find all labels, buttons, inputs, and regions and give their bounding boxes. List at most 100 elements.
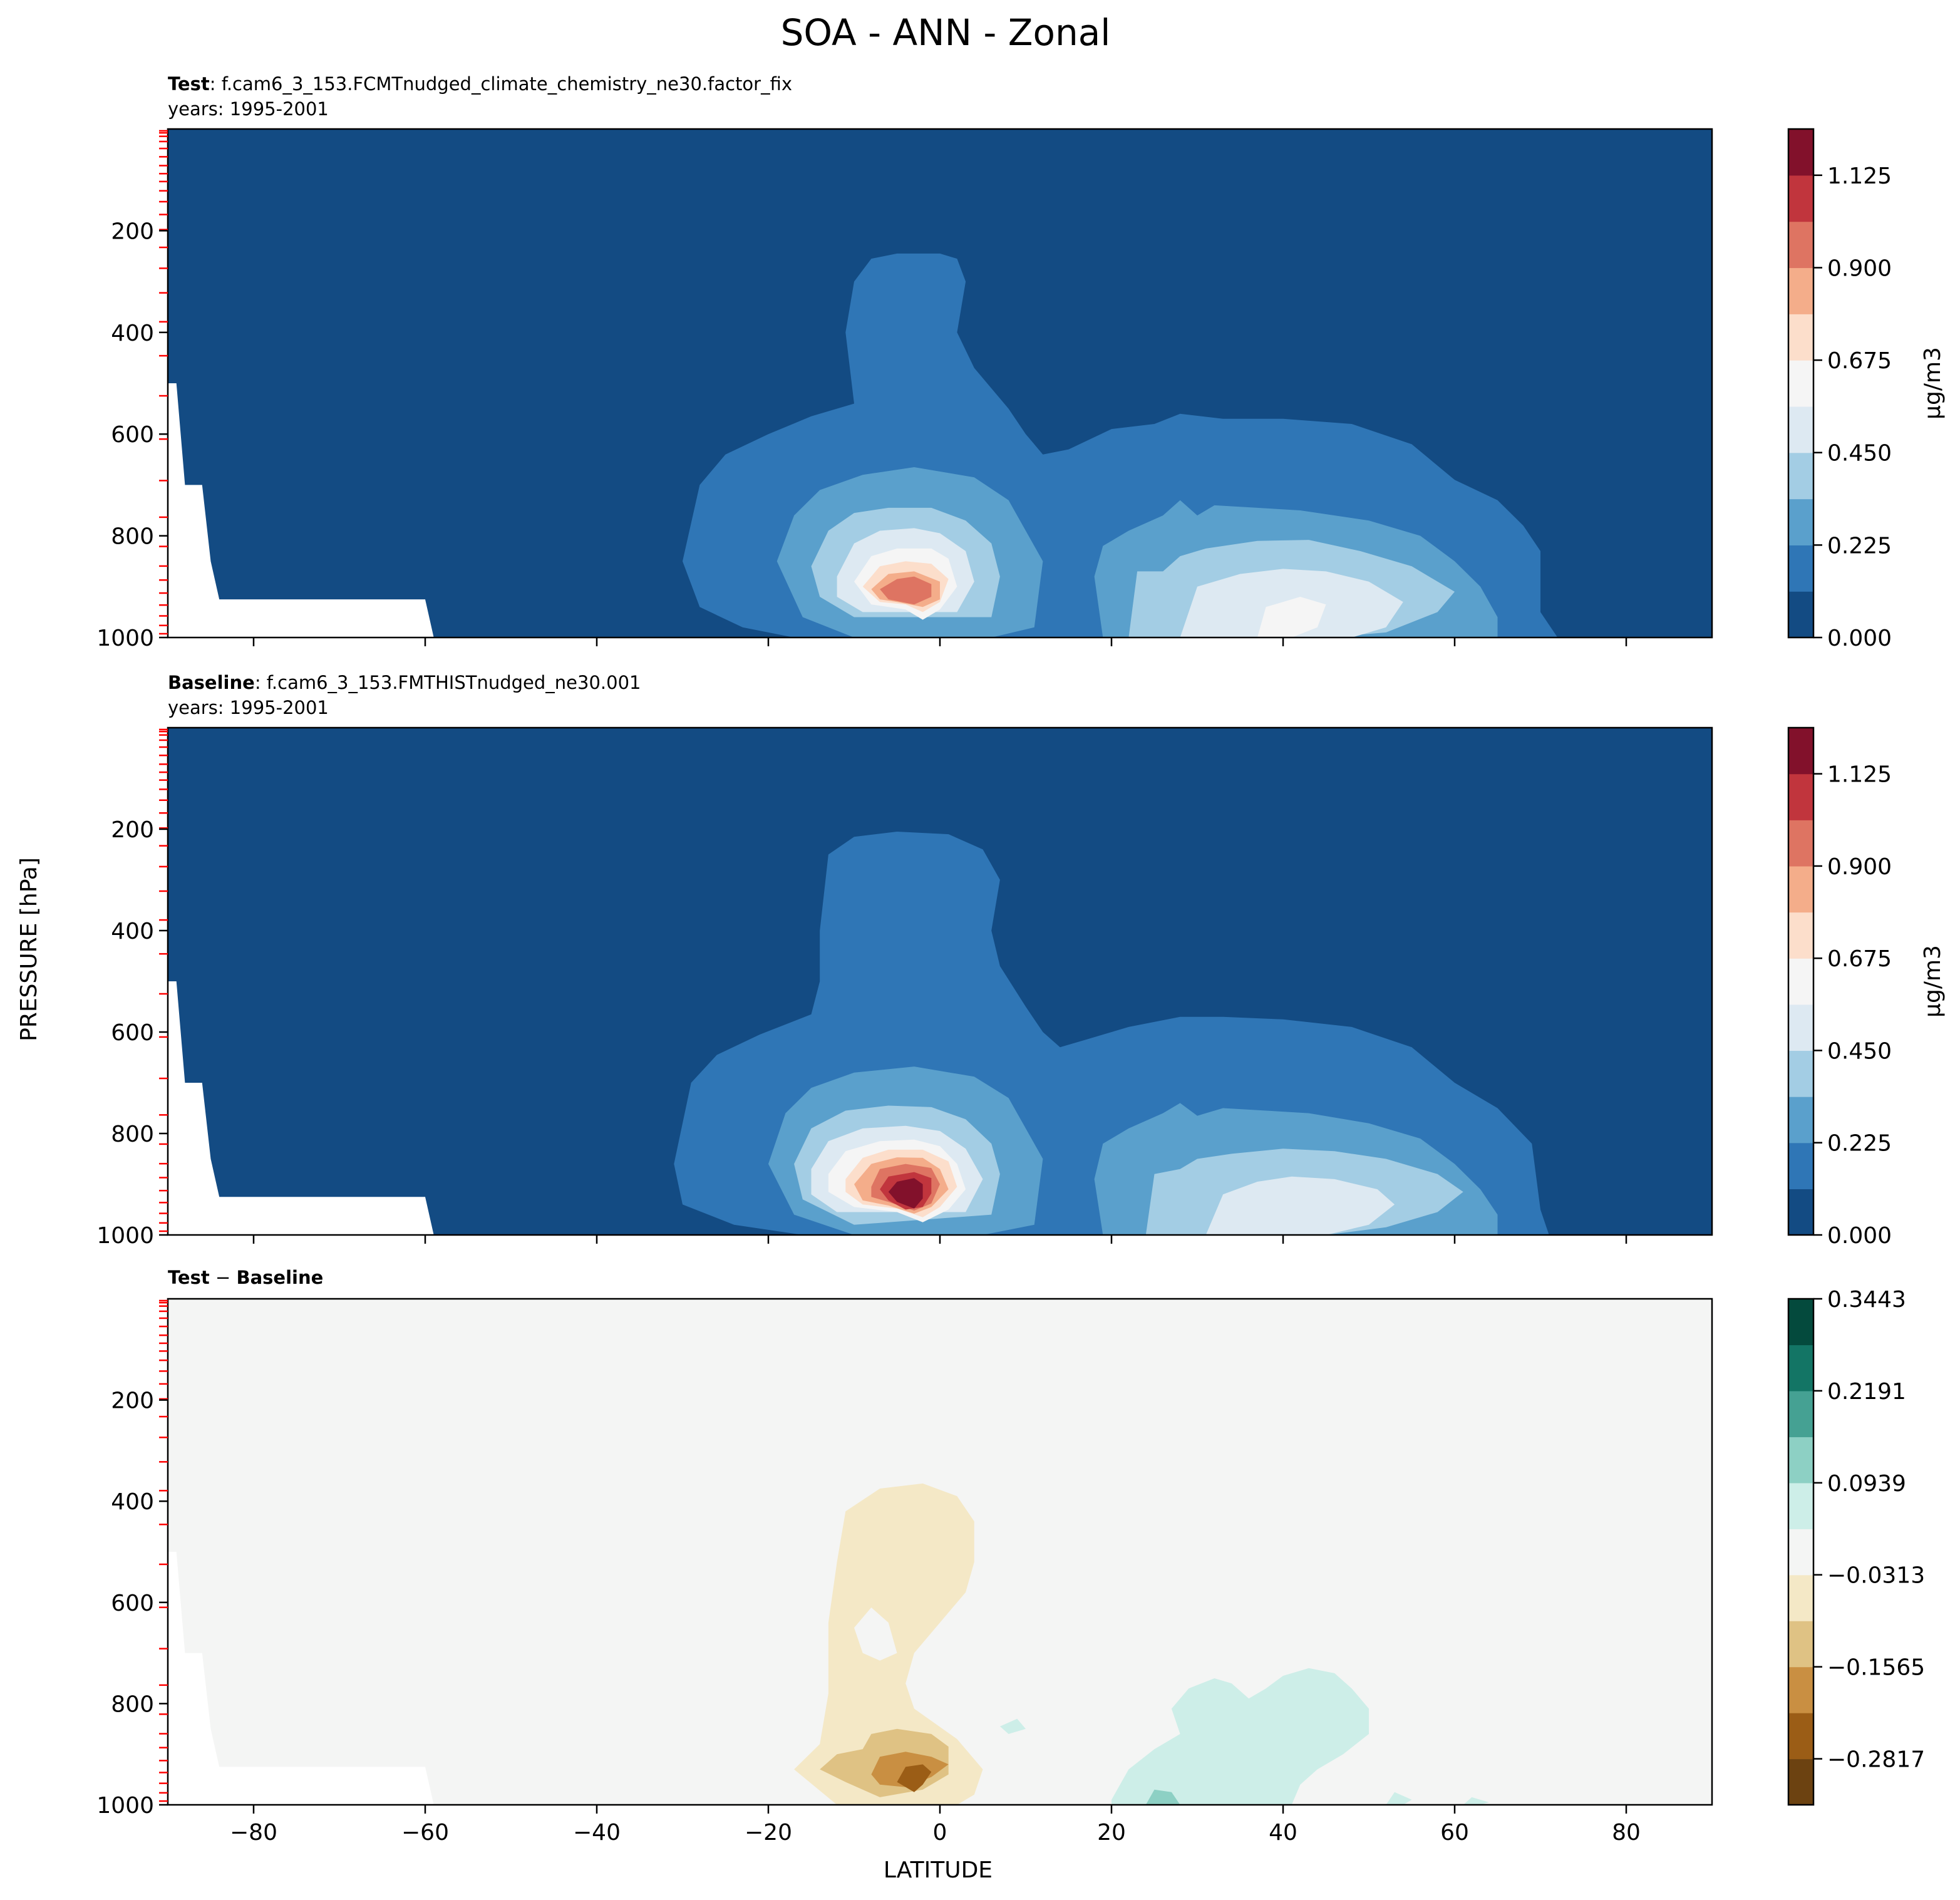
colorbar-tick-label: −0.2817 xyxy=(1827,1747,1925,1773)
x-tick-label: 80 xyxy=(1612,1820,1641,1846)
colorbar-segment xyxy=(1788,221,1813,269)
contour-region-12 xyxy=(888,1178,923,1209)
contour-region-6 xyxy=(1205,1176,1395,1235)
colorbar-segment xyxy=(1788,1097,1813,1144)
colorbar-tick-label: 1.125 xyxy=(1827,762,1892,788)
colorbar-segment xyxy=(1788,1621,1813,1668)
colorbar-label: μg/m3 xyxy=(1920,945,1946,1018)
y-tick-label: 200 xyxy=(111,219,154,244)
colorbar-segment xyxy=(1788,267,1813,314)
colorbar-tick-label: −0.1565 xyxy=(1827,1655,1925,1681)
colorbar-label: μg/m3 xyxy=(1920,347,1946,420)
x-tick-label: 40 xyxy=(1269,1820,1297,1846)
colorbar-segment xyxy=(1788,452,1813,500)
colorbar-segment xyxy=(1788,406,1813,453)
colorbar-segment xyxy=(1788,1345,1813,1391)
x-tick-label: 20 xyxy=(1097,1820,1126,1846)
x-tick-label: −20 xyxy=(745,1820,792,1846)
contour-region-8 xyxy=(1145,1789,1180,1805)
contour-region-11 xyxy=(880,576,932,605)
y-axis-label: PRESSURE [hPa] xyxy=(16,857,42,1041)
colorbar-tick-label: 0.675 xyxy=(1827,348,1892,374)
y-tick-label: 600 xyxy=(111,422,154,448)
panel-title-bold-2: Baseline xyxy=(236,1267,323,1288)
colorbar-segment xyxy=(1788,314,1813,361)
panel-baseline: Baseline: f.cam6_3_153.FMTHISTnudged_ne3… xyxy=(96,672,1946,1249)
masked-region xyxy=(168,129,434,638)
y-tick-label: 1000 xyxy=(96,1223,154,1249)
panel-subtitle: years: 1995-2001 xyxy=(168,98,329,120)
colorbar-frame xyxy=(1787,1298,1815,1806)
colorbar-segment xyxy=(1788,1482,1813,1529)
colorbar-frame xyxy=(1787,726,1815,1236)
colorbar-tick-label: 0.0939 xyxy=(1827,1471,1906,1497)
y-tick-label: 600 xyxy=(111,1591,154,1616)
panel-title-bold: Test xyxy=(168,1267,210,1288)
y-tick-label: 200 xyxy=(111,1388,154,1414)
colorbar-segment xyxy=(1788,773,1813,820)
y-tick-label: 400 xyxy=(111,919,154,944)
colorbar-tick-label: 0.675 xyxy=(1827,946,1892,972)
x-tick-label: −80 xyxy=(230,1820,277,1846)
contour-hole-0 xyxy=(854,1607,897,1661)
x-tick-label: 60 xyxy=(1440,1820,1469,1846)
y-tick-label: 800 xyxy=(111,1691,154,1717)
x-tick-label: −60 xyxy=(401,1820,449,1846)
y-tick-label: 400 xyxy=(111,1489,154,1515)
colorbar-segment xyxy=(1788,1189,1813,1236)
contour-region-3 xyxy=(897,1764,932,1792)
panels: Test: f.cam6_3_153.FCMTnudged_climate_ch… xyxy=(96,73,1946,1846)
colorbar-segment xyxy=(1788,1390,1813,1437)
colorbar-segment xyxy=(1788,591,1813,638)
colorbar-segment xyxy=(1788,728,1813,775)
panel-title: Test: f.cam6_3_153.FCMTnudged_climate_ch… xyxy=(168,73,792,95)
colorbar-segment xyxy=(1788,1299,1813,1346)
colorbar-frame xyxy=(1787,128,1815,639)
panel-title: Test − Baseline xyxy=(168,1267,323,1288)
colorbar-segment xyxy=(1788,1529,1813,1576)
panel-subtitle: years: 1995-2001 xyxy=(168,697,329,718)
figure-title: SOA - ANN - Zonal xyxy=(781,11,1111,54)
contour-region-8 xyxy=(1257,597,1326,638)
x-tick-label: 0 xyxy=(933,1820,947,1846)
colorbar-segment xyxy=(1788,129,1813,176)
plot-area xyxy=(168,1299,1712,1805)
colorbar-segment xyxy=(1788,175,1813,222)
y-tick-label: 600 xyxy=(111,1020,154,1046)
masked-region xyxy=(168,728,434,1235)
contour-region-5 xyxy=(999,1718,1026,1734)
colorbar-segment xyxy=(1788,1004,1813,1051)
colorbar-segment xyxy=(1788,820,1813,867)
colorbar-tick-label: −0.0313 xyxy=(1827,1563,1925,1589)
y-tick-label: 1000 xyxy=(96,626,154,651)
colorbar-segment xyxy=(1788,360,1813,407)
colorbar-segment xyxy=(1788,1050,1813,1097)
y-tick-label: 800 xyxy=(111,524,154,550)
colorbar-segment xyxy=(1788,1574,1813,1621)
y-tick-label: 1000 xyxy=(96,1793,154,1819)
colorbar-tick-label: 0.450 xyxy=(1827,441,1892,467)
panel-title-bold: Test xyxy=(168,73,210,95)
panel-title-operator: − xyxy=(210,1267,237,1288)
colorbar-tick-label: 0.2191 xyxy=(1827,1379,1906,1405)
contour-region-4 xyxy=(1112,1668,1369,1805)
colorbar-tick-label: 0.900 xyxy=(1827,854,1892,880)
plot-area xyxy=(168,728,1712,1235)
masked-region xyxy=(168,1552,434,1805)
colorbar-segment xyxy=(1788,545,1813,592)
colorbar-tick-label: 0.000 xyxy=(1827,1223,1892,1249)
x-tick-label: −40 xyxy=(573,1820,621,1846)
colorbar-segment xyxy=(1788,912,1813,959)
panel-title-bold: Baseline xyxy=(168,672,255,693)
colorbar-tick-label: 0.900 xyxy=(1827,256,1892,281)
colorbar-segment xyxy=(1788,498,1813,545)
colorbar-segment xyxy=(1788,1142,1813,1189)
colorbar-segment xyxy=(1788,865,1813,913)
panel-test: Test: f.cam6_3_153.FCMTnudged_climate_ch… xyxy=(96,73,1946,651)
plot-area xyxy=(168,129,1712,638)
colorbar-segment xyxy=(1788,1758,1813,1805)
contour-region-6 xyxy=(1386,1792,1412,1805)
x-axis-label: LATITUDE xyxy=(884,1857,993,1883)
